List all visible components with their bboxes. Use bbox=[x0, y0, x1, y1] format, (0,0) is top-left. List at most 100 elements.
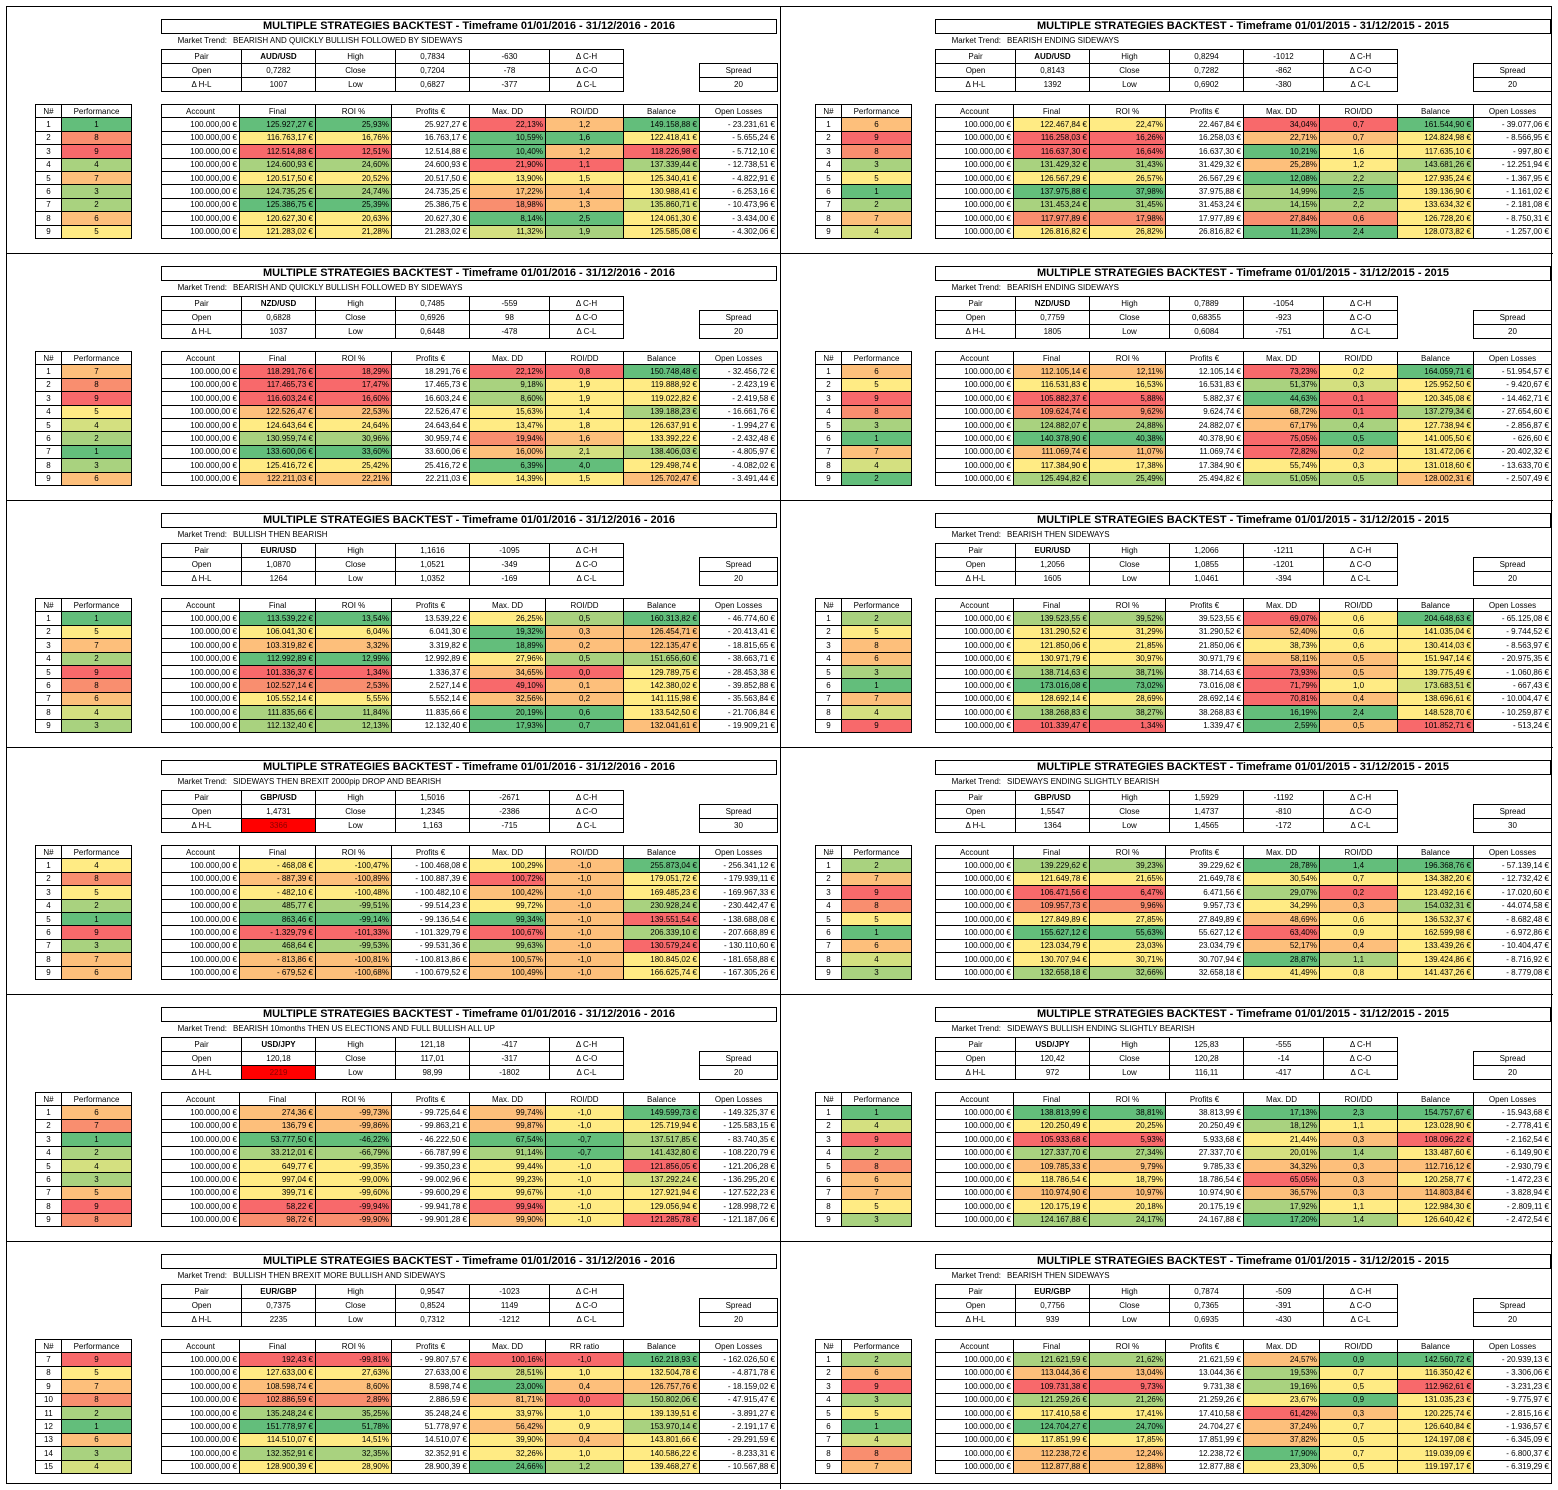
table-row: 100.000,00 €118.291,76 €18,29% 18.291,76 … bbox=[161, 364, 778, 379]
table-row: 100.000,00 €117.851,99 €17,85% 17.851,99 … bbox=[935, 1432, 1552, 1448]
backtest-panel-12: MULTIPLE STRATEGIES BACKTEST - Timeframe… bbox=[781, 1242, 1553, 1489]
table-row: 100.000,00 €468,64 € -99,53% - 99.531,36 €… bbox=[161, 938, 778, 954]
table-row: 100.000,00 €117.465,73 €17,47% 17.465,73 … bbox=[161, 377, 778, 393]
backtest-panel-11: MULTIPLE STRATEGIES BACKTEST - Timeframe… bbox=[7, 1242, 781, 1489]
table-row: 100.000,00 €102.527,14 €2,53% 2.527,14 €4… bbox=[161, 678, 778, 693]
panel-title: MULTIPLE STRATEGIES BACKTEST - Timeframe… bbox=[935, 760, 1551, 775]
table-row: 100.000,00 €101.339,47 €1,34% 1.339,47 €2… bbox=[935, 718, 1552, 733]
spreadsheet: MULTIPLE STRATEGIES BACKTEST - Timeframe… bbox=[6, 6, 1553, 1489]
table-row: 100.000,00 €124.882,07 €24,88% 24.882,07 … bbox=[935, 417, 1552, 433]
market-trend: Market Trend: BEARISH THEN SIDEWAYS bbox=[951, 530, 1110, 539]
table-row: 100.000,00 €125.494,82 €25,49% 25.494,82 … bbox=[935, 471, 1552, 486]
table-row: 100.000,00 €155.627,12 €55,63% 55.627,12 … bbox=[935, 925, 1552, 940]
table-row: 100.000,00 €132.352,91 €32,35% 32.352,91 … bbox=[161, 1446, 778, 1461]
table-row: 100.000,00 €109.624,74 €9,62% 9.624,74 €6… bbox=[935, 404, 1552, 419]
backtest-panel-5: MULTIPLE STRATEGIES BACKTEST - Timeframe… bbox=[7, 501, 781, 748]
panel-title: MULTIPLE STRATEGIES BACKTEST - Timeframe… bbox=[161, 513, 777, 528]
table-row: 100.000,00 €112.877,88 €12,88% 12.877,88 … bbox=[935, 1459, 1552, 1474]
rank-table: N# Performance 1 7 2 8 3 9 4 5 5 4 6 2 7 1 8 3 9 6 bbox=[35, 350, 132, 486]
table-row: 100.000,00 €109.957,73 €9,96% 9.957,73 €3… bbox=[935, 898, 1552, 913]
rank-table: N# Performance 1 4 2 8 3 5 4 2 5 1 6 9 7 3 8 7 9 6 bbox=[35, 844, 132, 980]
rank-table: N# Performance 1 2 2 7 3 9 4 8 5 5 6 1 7 6 8 4 9 3 bbox=[815, 844, 912, 980]
spread-box: Spread 20 bbox=[699, 1298, 778, 1327]
table-row: 15 4 bbox=[35, 1459, 132, 1474]
table-row: 100.000,00 €102.886,59 €2,89% 2.886,59 €8… bbox=[161, 1392, 778, 1407]
market-trend: Market Trend: SIDEWAYS ENDING SLIGHTLY BE… bbox=[951, 777, 1160, 786]
panel-title: MULTIPLE STRATEGIES BACKTEST - Timeframe… bbox=[935, 1007, 1551, 1022]
table-row: 100.000,00 €138.268,83 €38,27% 38.268,83 … bbox=[935, 705, 1552, 720]
table-row: 100.000,00 €130.707,94 €30,71% 30.707,94 … bbox=[935, 952, 1552, 967]
table-row: 100.000,00 €131.429,32 €31,43% 31.429,32 … bbox=[935, 157, 1552, 172]
table-row: 100.000,00 €139.523,55 €39,52% 39.523,55 … bbox=[935, 611, 1552, 626]
table-row: 100.000,00 €122.211,03 €22,21% 22.211,03 … bbox=[161, 471, 778, 486]
market-info-table: Pair NZD/USD High 0,7485 -559 Δ C-H Open 0,682… bbox=[161, 296, 624, 339]
table-row: 14 3 bbox=[35, 1446, 132, 1461]
table-row: 100.000,00 €111.835,66 €11,84% 11.835,66 … bbox=[161, 705, 778, 720]
rank-table: N# Performance 1 1 2 4 3 9 4 2 5 8 6 6 7 7 8 5 9 3 bbox=[815, 1091, 912, 1227]
table-row: 100.000,00 €138.714,63 €38,71% 38.714,63 … bbox=[935, 664, 1552, 680]
table-row: 100.000,00 €173.016,08 €73,02% 73.016,08 … bbox=[935, 678, 1552, 693]
table-row: 100.000,00 €113.539,22 €13,54% 13.539,22 … bbox=[161, 611, 778, 626]
table-row: 100.000,00 € - 468,08 € -100,47% - 100.468,… bbox=[161, 858, 778, 873]
table-row: 100.000,00 €105.933,68 €5,93% 5.933,68 €2… bbox=[935, 1132, 1552, 1147]
table-row: 100.000,00 €112.238,72 €12,24% 12.238,72 … bbox=[935, 1446, 1552, 1461]
market-info-table: Pair AUD/USD High 0,7834 -630 Δ C-H Open 0,728… bbox=[161, 49, 624, 92]
table-row: 100.000,00 €116.603,24 €16,60% 16.603,24 … bbox=[161, 391, 778, 406]
table-row: 100.000,00 €127.849,89 €27,85% 27.849,89 … bbox=[935, 911, 1552, 927]
table-row: 100.000,00 €110.974,90 €10,97% 10.974,90 … bbox=[935, 1185, 1552, 1201]
backtest-panel-3: MULTIPLE STRATEGIES BACKTEST - Timeframe… bbox=[7, 254, 781, 501]
results-table: Account Final ROI % Profits € Max. DD ROI/DD B… bbox=[935, 1338, 1552, 1474]
table-row: 100.000,00 €124.167,88 €24,17% 24.167,88 … bbox=[935, 1212, 1552, 1227]
results-table: Account Final ROI % Profits € Max. DD ROI/DD B… bbox=[935, 350, 1552, 486]
table-row: 100.000,00 €98,72 € -99,90% - 99.901,28 €9… bbox=[161, 1212, 778, 1227]
table-row: 100.000,00 €124.643,64 €24,64% 24.643,64 … bbox=[161, 417, 778, 433]
table-row: 100.000,00 €126.567,29 €26,57% 26.567,29 … bbox=[935, 170, 1552, 186]
market-trend: Market Trend: BEARISH ENDING SIDEWAYS bbox=[951, 283, 1120, 292]
table-row: 100.000,00 €127.633,00 €27,63% 27.633,00 … bbox=[161, 1365, 778, 1381]
spread-box: Spread 20 bbox=[699, 1051, 778, 1080]
results-table: Account Final ROI % Profits € Max. DD ROI/DD B… bbox=[161, 103, 778, 239]
table-row: 100.000,00 € - 482,10 € -100,48% - 100.482,… bbox=[161, 885, 778, 900]
table-row: 100.000,00 €127.337,70 €27,34% 27.337,70 … bbox=[935, 1145, 1552, 1160]
rank-table: N# Performance 1 1 2 5 3 7 4 2 5 9 6 8 7 6 8 4 9 3 bbox=[35, 597, 132, 733]
table-row: 100.000,00 €125.927,27 €25,93% 25.927,27 … bbox=[161, 117, 778, 132]
table-row: 100.000,00 €121.850,06 €21,85% 21.850,06 … bbox=[935, 638, 1552, 653]
spread-box: Spread 20 bbox=[699, 310, 778, 339]
backtest-panel-1: MULTIPLE STRATEGIES BACKTEST - Timeframe… bbox=[7, 7, 781, 254]
market-info-table: Pair EUR/GBP High 0,9547 -1023 Δ C-H Open 0,73… bbox=[161, 1284, 624, 1327]
results-table: Account Final ROI % Profits € Max. DD ROI/DD B… bbox=[161, 1091, 778, 1227]
table-row: 100.000,00 €114.510,07 €14,51% 14.510,07 … bbox=[161, 1432, 778, 1448]
